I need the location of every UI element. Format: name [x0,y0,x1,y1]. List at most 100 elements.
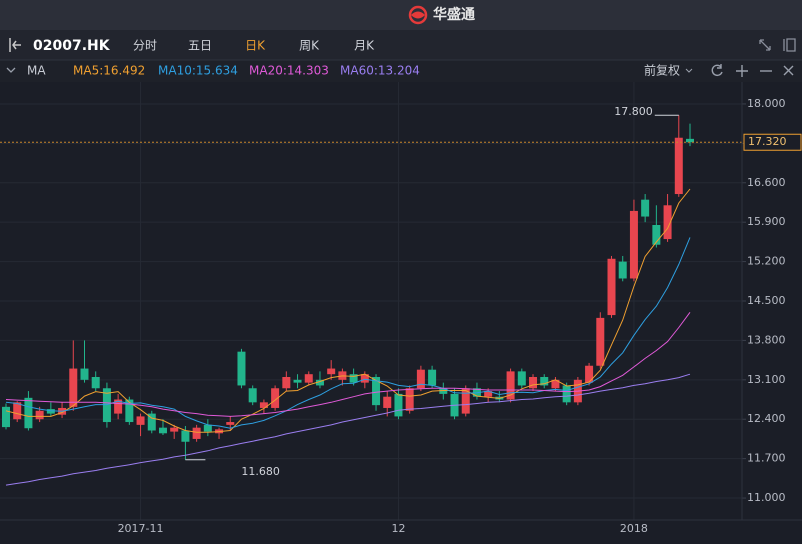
candle-body [686,138,694,143]
candle-body [226,422,235,425]
chart: 11.000 11.700 12.400 13.100 13.800 14.500 15.2… [0,82,802,535]
close-icon[interactable] [783,65,794,76]
collapse-icon[interactable] [6,67,16,73]
candle-body [158,427,167,434]
candle-body [147,413,156,431]
title-bar [0,0,802,30]
candle-body [304,374,313,383]
candle-body [394,393,403,417]
candle-body [439,388,448,394]
indicator-bar [0,60,802,82]
candle-body [551,379,560,389]
period-tab[interactable]: 五日 [188,39,212,53]
candle-body [237,351,246,386]
ma-legend-entry: MA10:15.634 [158,64,238,78]
candle-body [585,365,594,383]
candle-body [136,416,145,425]
x-tick-label: 12 [391,522,405,535]
y-tick-label: 11.700 [747,452,786,465]
candle-body [13,402,22,420]
ma-legend-entry: MA20:14.303 [249,64,329,78]
candle-body [125,399,134,423]
logo [408,5,428,25]
ma-legend-entry: MA5:16.492 [73,64,145,78]
candle-body [596,317,605,366]
candle-body [80,368,89,380]
candle-body [383,396,392,408]
ma-line [5,188,691,433]
candle-body [327,368,336,375]
min-label: 11.680 [241,465,280,478]
toolbar [0,30,802,60]
zoom-in-icon[interactable] [736,65,748,77]
candle-body [674,137,683,195]
fullscreen-icon[interactable] [759,39,771,51]
candle-body [629,210,638,279]
y-tick-label: 13.800 [747,333,786,346]
dropdown-icon[interactable] [685,68,693,73]
indicator-name[interactable]: MA [27,64,46,78]
ma-line [5,312,691,417]
ma-legend-entry: MA60:13.204 [340,64,420,78]
candle-body [607,258,616,316]
candle-body [652,224,661,245]
candle-body [562,385,571,403]
candle-body [506,371,515,400]
candle-body [91,377,100,389]
x-tick-label: 2018 [620,522,648,535]
panel-icon[interactable] [783,38,796,52]
candle-body [641,199,650,217]
candle-body [529,377,538,389]
candle-body [192,427,201,439]
candle-body [102,388,111,423]
y-tick-label: 15.200 [747,255,786,268]
max-label: 17.800 [614,105,653,118]
candle-body [114,399,123,414]
candle-body [428,369,437,386]
candle-body [69,368,78,407]
y-tick-label: 11.000 [747,491,786,504]
adjust-select[interactable]: 前复权 [644,63,680,78]
period-tab[interactable]: 月K [354,39,375,53]
candle-body [540,377,549,386]
candle-body [271,388,280,408]
candle-body [618,261,627,279]
candle-body [416,369,425,389]
period-tab[interactable]: 分时 [133,39,157,53]
candle-body [349,374,358,383]
candle-body [2,406,10,428]
candle-body [203,424,212,432]
y-tick-label: 16.600 [747,176,786,189]
candle-body [360,374,369,383]
candle-body [282,377,291,389]
period-tab[interactable]: 周K [299,39,320,53]
ma-line [5,373,691,486]
x-tick-label: 2017-11 [118,522,164,535]
candle-body [293,379,302,383]
last-price-label: 17.320 [748,135,787,148]
app-title: 华盛通 [433,6,475,23]
back-icon[interactable] [9,38,21,52]
candle-body [170,427,179,432]
candle-body [405,388,414,411]
y-tick-label: 12.400 [747,412,786,425]
y-tick-label: 18.000 [747,97,786,110]
candle-body [517,371,526,386]
candle-body [259,402,268,408]
candle-body [248,388,257,403]
symbol: 02007.HK [33,38,111,54]
ma-line [5,237,691,429]
refresh-icon[interactable] [711,64,723,77]
candle-body [315,379,324,386]
candle-body [484,391,493,397]
y-tick-label: 13.100 [747,373,786,386]
logo [411,11,425,19]
candle-body [181,430,190,442]
candle-body [24,397,33,429]
candle-body [663,205,672,240]
last-price-box [743,133,802,151]
candle-body [372,377,381,406]
period-tab[interactable]: 日K [245,39,266,53]
